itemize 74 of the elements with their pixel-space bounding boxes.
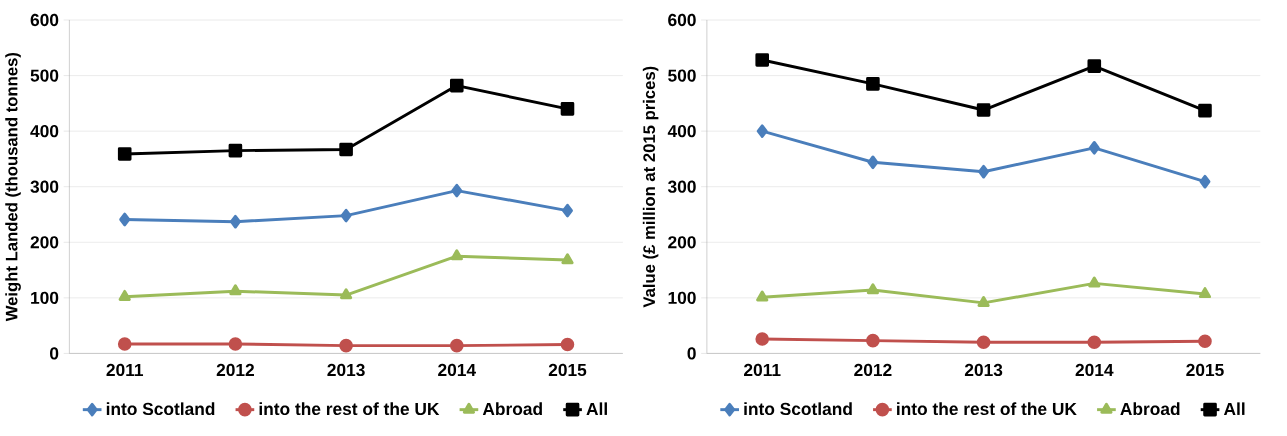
y-tick-label: 500 <box>668 69 696 82</box>
x-tick-label: 2013 <box>964 363 1003 377</box>
point <box>1198 103 1212 118</box>
point <box>340 208 352 223</box>
point <box>756 290 769 302</box>
point <box>755 332 770 346</box>
point <box>1199 174 1211 189</box>
point <box>449 78 464 93</box>
legend-label: into the rest of the UK <box>259 402 440 416</box>
point <box>978 164 990 179</box>
y-tick-label: 300 <box>667 180 696 193</box>
point <box>119 212 131 227</box>
point <box>228 337 243 351</box>
point <box>977 296 990 307</box>
point <box>866 283 879 295</box>
y-tick-label: 100 <box>31 291 59 304</box>
y-tick-label: 200 <box>30 236 59 249</box>
x-tick-label: 2014 <box>438 363 476 377</box>
point <box>756 124 768 138</box>
legend-label: All <box>586 402 607 415</box>
point <box>560 102 575 116</box>
point <box>451 183 463 198</box>
legend-label: All <box>1223 402 1245 415</box>
y-tick-label: 100 <box>668 291 696 304</box>
y-tick-label: 400 <box>667 124 696 138</box>
x-tick-label: 2015 <box>1186 363 1224 377</box>
x-tick-label: 2011 <box>744 363 781 377</box>
point <box>339 142 353 157</box>
y-tick-label: 500 <box>30 69 59 82</box>
point <box>976 335 991 350</box>
x-tick-label: 2013 <box>327 363 365 377</box>
legend-label: Abroad <box>482 402 542 416</box>
point <box>339 338 353 353</box>
x-tick-label: 2012 <box>854 363 892 377</box>
legend-label: Abroad <box>1120 402 1180 416</box>
point <box>560 337 575 352</box>
y-axis-title: Weight Landed (thousand tonnes) <box>5 52 21 322</box>
y-tick-label: 600 <box>30 13 59 27</box>
point <box>340 288 353 300</box>
point <box>561 253 574 265</box>
point <box>1087 335 1102 350</box>
x-tick-label: 2011 <box>106 363 144 377</box>
x-tick-label: 2014 <box>1075 363 1114 377</box>
x-tick-label: 2012 <box>216 363 254 377</box>
legend-label: into Scotland <box>744 402 852 416</box>
legend-label: into Scotland <box>106 402 215 416</box>
point <box>755 53 770 67</box>
point <box>1088 276 1101 288</box>
y-axis-title: Value (£ million at 2015 prices) <box>642 66 659 308</box>
y-tick-label: 0 <box>687 347 696 360</box>
y-tick-label: 400 <box>30 124 59 138</box>
point <box>562 203 573 218</box>
x-tick-label: 2015 <box>548 363 587 377</box>
point <box>229 284 242 296</box>
point <box>867 155 879 170</box>
point <box>449 338 464 353</box>
point <box>866 77 880 91</box>
y-tick-label: 600 <box>668 13 696 27</box>
point <box>450 249 463 261</box>
point <box>118 289 131 301</box>
y-tick-label: 300 <box>30 180 59 193</box>
point <box>1198 287 1212 299</box>
y-tick-label: 200 <box>668 236 696 249</box>
point <box>976 103 991 117</box>
point <box>1088 140 1100 155</box>
point <box>117 147 132 161</box>
point <box>1198 334 1212 348</box>
point <box>866 333 880 348</box>
y-tick-label: 0 <box>50 347 59 360</box>
point <box>1087 59 1102 73</box>
point <box>117 337 132 351</box>
point <box>229 214 241 229</box>
legend-label: into the rest of the UK <box>897 402 1077 416</box>
point <box>228 143 243 158</box>
